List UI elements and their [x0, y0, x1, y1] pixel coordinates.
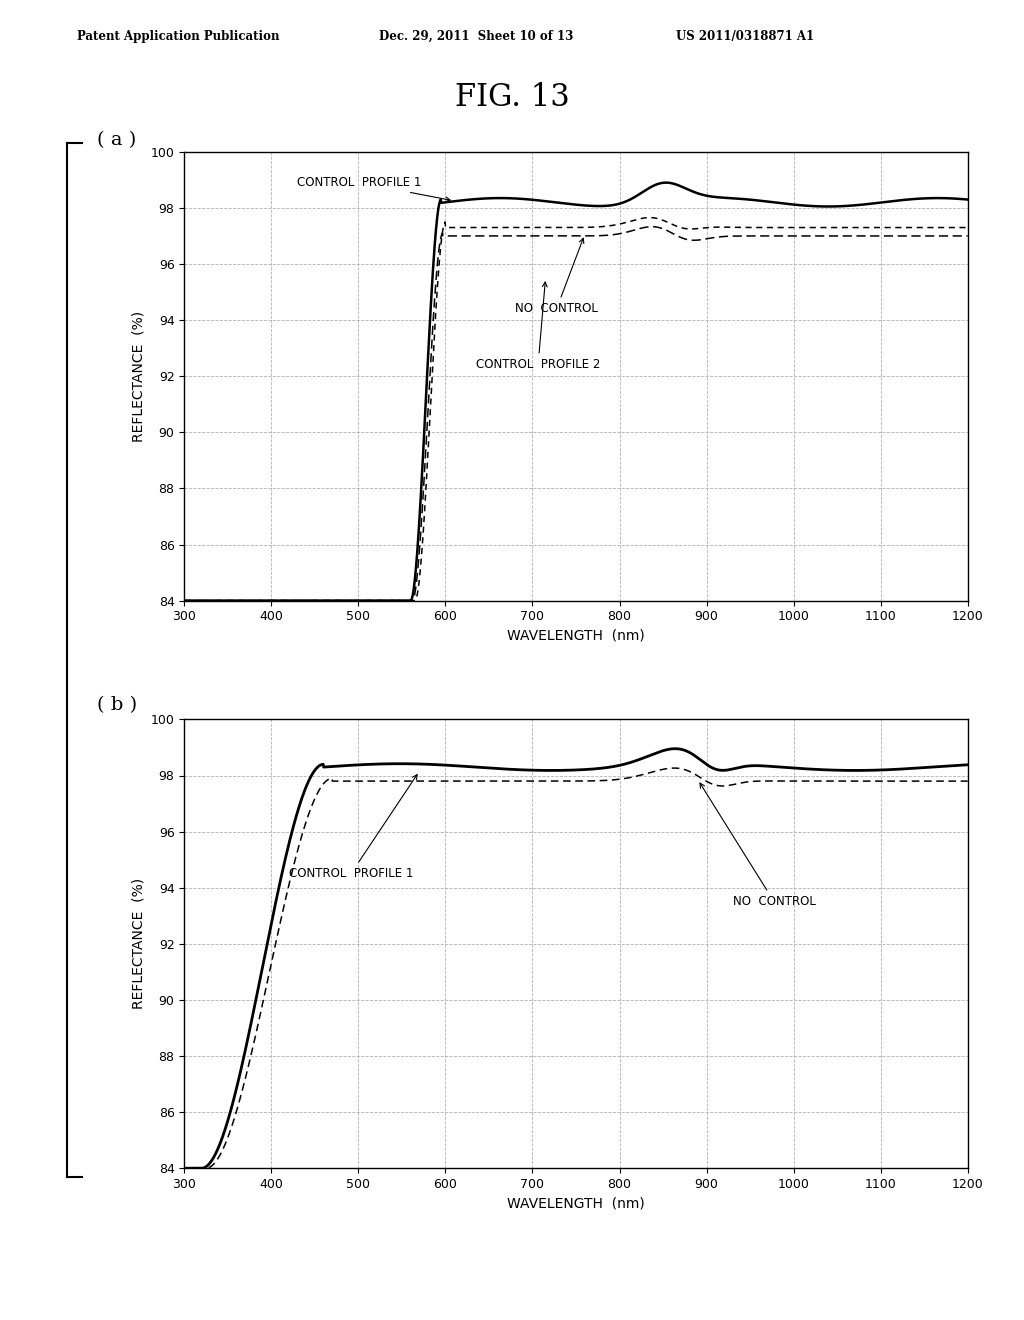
Text: FIG. 13: FIG. 13 [455, 82, 569, 112]
Text: US 2011/0318871 A1: US 2011/0318871 A1 [676, 29, 814, 42]
Text: CONTROL  PROFILE 2: CONTROL PROFILE 2 [476, 282, 600, 371]
Text: CONTROL  PROFILE 1: CONTROL PROFILE 1 [298, 176, 451, 202]
Text: ( a ): ( a ) [97, 131, 136, 149]
Text: Dec. 29, 2011  Sheet 10 of 13: Dec. 29, 2011 Sheet 10 of 13 [379, 29, 573, 42]
Text: NO  CONTROL: NO CONTROL [515, 239, 598, 315]
X-axis label: WAVELENGTH  (nm): WAVELENGTH (nm) [507, 1196, 645, 1210]
X-axis label: WAVELENGTH  (nm): WAVELENGTH (nm) [507, 628, 645, 643]
Text: NO  CONTROL: NO CONTROL [700, 783, 815, 908]
Text: Patent Application Publication: Patent Application Publication [77, 29, 280, 42]
Y-axis label: REFLECTANCE  (%): REFLECTANCE (%) [131, 878, 145, 1010]
Y-axis label: REFLECTANCE  (%): REFLECTANCE (%) [131, 310, 145, 442]
Text: CONTROL  PROFILE 1: CONTROL PROFILE 1 [289, 775, 417, 880]
Text: ( b ): ( b ) [97, 696, 137, 714]
